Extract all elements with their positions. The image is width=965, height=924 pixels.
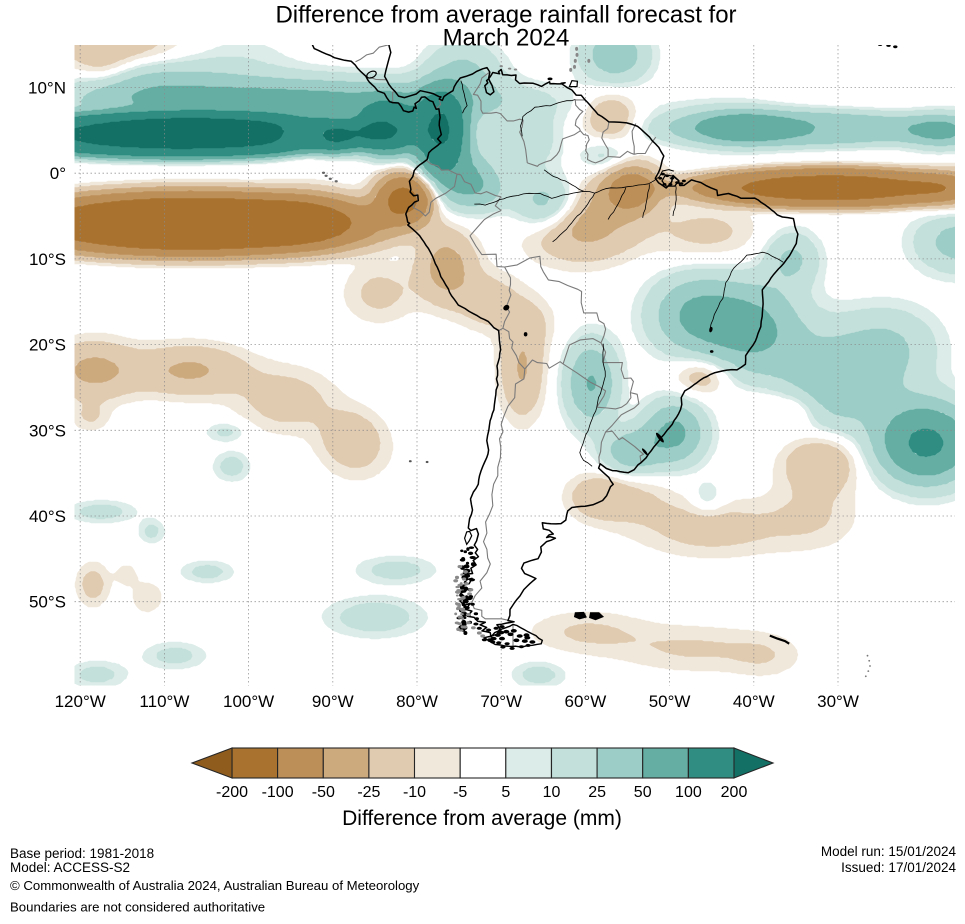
- svg-text:-200: -200: [216, 784, 248, 801]
- svg-text:100: 100: [675, 784, 702, 801]
- svg-text:10°S: 10°S: [29, 250, 66, 269]
- svg-text:70°W: 70°W: [480, 692, 522, 711]
- svg-text:-10: -10: [403, 784, 426, 801]
- svg-text:20°S: 20°S: [29, 336, 66, 355]
- svg-text:50°S: 50°S: [29, 593, 66, 612]
- svg-text:80°W: 80°W: [396, 692, 438, 711]
- svg-text:40°W: 40°W: [733, 692, 775, 711]
- svg-text:10: 10: [543, 784, 561, 801]
- svg-text:25: 25: [588, 784, 606, 801]
- svg-text:March 2024: March 2024: [443, 25, 570, 52]
- svg-text:120°W: 120°W: [55, 692, 106, 711]
- svg-text:Difference from average rainfa: Difference from average rainfall forecas…: [275, 2, 736, 29]
- svg-text:40°S: 40°S: [29, 507, 66, 526]
- svg-text:60°W: 60°W: [565, 692, 607, 711]
- svg-text:110°W: 110°W: [139, 692, 189, 711]
- svg-text:Base period: 1981-2018: Base period: 1981-2018: [10, 846, 154, 861]
- svg-text:5: 5: [501, 784, 510, 801]
- svg-text:10°N: 10°N: [28, 79, 66, 98]
- svg-text:-100: -100: [262, 784, 294, 801]
- svg-text:100°W: 100°W: [223, 692, 274, 711]
- svg-text:-50: -50: [312, 784, 335, 801]
- svg-text:-5: -5: [453, 784, 467, 801]
- svg-text:200: 200: [721, 784, 748, 801]
- svg-text:Boundaries are not considered: Boundaries are not considered authoritat…: [10, 900, 265, 915]
- svg-text:30°W: 30°W: [817, 692, 859, 711]
- svg-text:Model: ACCESS-S2: Model: ACCESS-S2: [10, 860, 130, 875]
- svg-text:Model run: 15/01/2024: Model run: 15/01/2024: [821, 844, 957, 859]
- svg-text:90°W: 90°W: [312, 692, 354, 711]
- svg-text:Difference from average (mm): Difference from average (mm): [342, 807, 622, 830]
- svg-text:Issued: 17/01/2024: Issued: 17/01/2024: [841, 860, 956, 875]
- svg-text:0°: 0°: [50, 164, 66, 183]
- svg-text:50: 50: [634, 784, 652, 801]
- svg-text:50°W: 50°W: [649, 692, 691, 711]
- svg-text:-25: -25: [357, 784, 380, 801]
- svg-text:© Commonwealth of Australia 20: © Commonwealth of Australia 2024, Austra…: [10, 878, 420, 893]
- svg-text:30°S: 30°S: [29, 421, 66, 440]
